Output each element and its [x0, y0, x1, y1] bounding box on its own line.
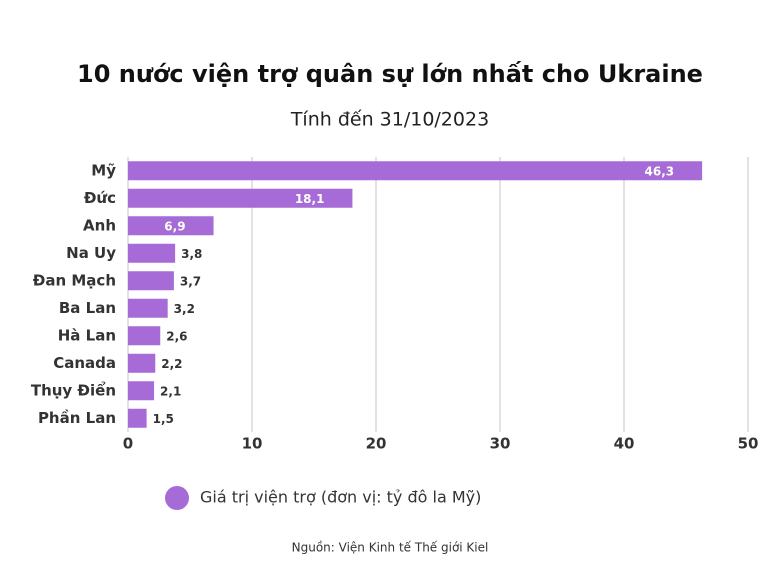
source: Nguồn: Viện Kinh tế Thế giới Kiel — [292, 541, 489, 555]
chart-title: 10 nước viện trợ quân sự lớn nhất cho Uk… — [77, 60, 703, 88]
y-tick-label: Đan Mạch — [33, 271, 116, 289]
x-tick-label: 0 — [123, 435, 133, 453]
x-tick-label: 50 — [738, 435, 759, 453]
bar — [128, 381, 155, 401]
y-tick-label: Ba Lan — [59, 299, 116, 317]
data-label: 3,7 — [180, 274, 201, 288]
data-label: 3,2 — [174, 302, 195, 316]
data-label: 1,5 — [153, 412, 174, 426]
x-tick-label: 40 — [614, 435, 635, 453]
bar — [128, 353, 156, 373]
data-label: 6,9 — [164, 219, 185, 233]
chart-subtitle: Tính đến 31/10/2023 — [290, 109, 489, 131]
bar — [128, 188, 353, 208]
y-tick-label: Anh — [83, 216, 116, 234]
y-tick-label: Đức — [84, 189, 116, 207]
y-tick-label: Mỹ — [91, 161, 116, 179]
bar — [128, 408, 147, 428]
bar — [128, 298, 168, 318]
legend-label: Giá trị viện trợ (đơn vị: tỷ đô la Mỹ) — [200, 488, 481, 507]
bar — [128, 161, 703, 181]
bar — [128, 326, 161, 346]
y-tick-label: Canada — [53, 354, 116, 372]
bar — [128, 216, 214, 236]
y-tick-label: Thụy Điển — [31, 380, 116, 399]
x-tick-label: 20 — [366, 435, 387, 453]
data-label: 3,8 — [181, 247, 202, 261]
data-label: 46,3 — [645, 164, 675, 178]
data-label: 2,2 — [161, 357, 182, 371]
bar — [128, 243, 176, 263]
data-label: 18,1 — [295, 192, 325, 206]
legend-swatch — [165, 486, 189, 510]
y-tick-label: Hà Lan — [58, 326, 116, 344]
y-tick-label: Na Uy — [66, 244, 116, 262]
x-tick-label: 30 — [490, 435, 511, 453]
bar — [128, 271, 174, 291]
data-label: 2,6 — [166, 329, 187, 343]
y-tick-label: Phần Lan — [38, 409, 116, 427]
data-label: 2,1 — [160, 384, 181, 398]
x-tick-label: 10 — [242, 435, 263, 453]
